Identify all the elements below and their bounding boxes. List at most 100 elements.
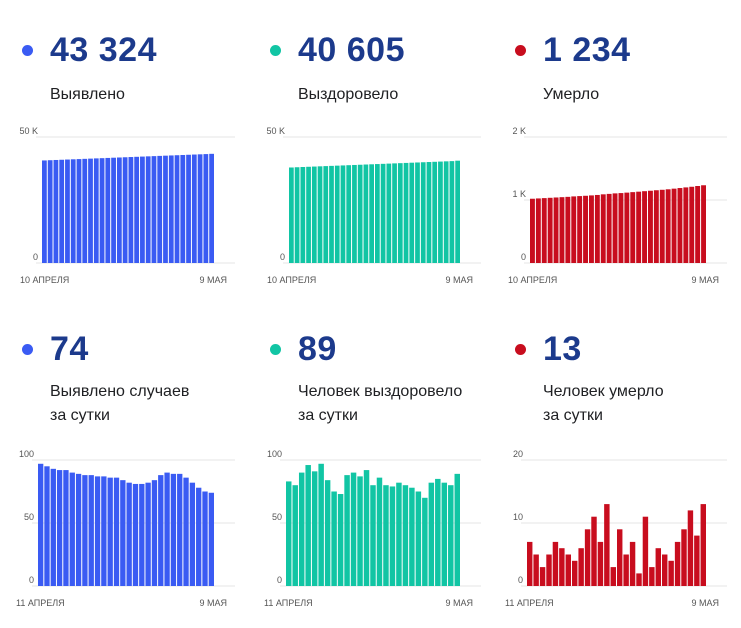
panel-recovered-daily: 89 Человек выздоровело за сутки (268, 328, 483, 628)
bar (163, 155, 168, 263)
bar (202, 491, 208, 586)
bar (134, 156, 140, 263)
bar (683, 187, 689, 263)
bar (47, 160, 53, 263)
bar (311, 471, 318, 586)
bar (363, 470, 370, 586)
blue-dot-icon (22, 45, 33, 56)
bar (636, 573, 642, 586)
bar (386, 163, 392, 263)
bar (122, 157, 128, 263)
bar (363, 164, 369, 263)
y-tick-label: 50 K (19, 126, 38, 136)
bar (636, 191, 642, 263)
bar (455, 160, 460, 263)
bar (82, 158, 88, 263)
y-tick-label: 10 (513, 512, 523, 522)
bar (392, 163, 397, 263)
bar (191, 154, 197, 263)
bar (69, 472, 75, 586)
bar (533, 554, 539, 586)
y-tick-label: 0 (280, 252, 285, 262)
teal-dot-icon (270, 344, 281, 355)
bar (594, 194, 600, 263)
bar (441, 482, 448, 586)
panel-recovered-total: 40 605 Выздоровело (268, 25, 483, 325)
bar (648, 190, 653, 263)
panel-detected-total: 43 324 Выявлено (20, 25, 235, 325)
y-tick-label: 0 (33, 252, 38, 262)
bar (324, 480, 331, 586)
bar (317, 166, 323, 263)
y-tick-label: 0 (29, 575, 34, 585)
bar (681, 529, 687, 586)
bar (357, 164, 363, 263)
bar (402, 485, 409, 586)
detected-daily-label-line1: Выявлено случаев (50, 383, 190, 400)
bar (94, 476, 101, 586)
bar (76, 159, 82, 263)
bar (331, 491, 337, 586)
bar (189, 482, 196, 586)
bar (209, 153, 214, 263)
bar (642, 516, 649, 586)
bar (99, 158, 105, 263)
bar (158, 475, 164, 586)
y-tick-label: 2 K (512, 126, 526, 136)
bar (145, 482, 151, 586)
bar (694, 535, 700, 586)
bar (559, 197, 565, 263)
bar (552, 541, 559, 586)
bar (612, 193, 618, 263)
teal-dot-icon (270, 45, 281, 56)
bar (577, 196, 583, 263)
deaths-total-label: Умерло (543, 86, 600, 103)
x-end-label: 9 МАЯ (445, 598, 473, 608)
bar (151, 156, 157, 263)
x-end-label: 9 МАЯ (691, 275, 719, 285)
bar (701, 185, 706, 263)
bar (695, 186, 701, 263)
bar (352, 164, 357, 263)
bar (546, 554, 552, 586)
x-start-label: 11 АПРЕЛЯ (264, 598, 313, 608)
bar (44, 466, 50, 586)
y-tick-label: 50 K (266, 126, 285, 136)
bar (292, 485, 298, 586)
bar (323, 166, 329, 263)
bar (541, 198, 547, 263)
bar (565, 554, 571, 586)
bar (334, 165, 340, 263)
bar (535, 198, 541, 263)
y-tick-label: 0 (521, 252, 526, 262)
bar (443, 161, 449, 263)
bar (591, 516, 597, 586)
bar (170, 473, 177, 586)
bar (183, 477, 189, 586)
detected-total-label: Выявлено (50, 86, 125, 103)
bar (289, 167, 294, 263)
bar (396, 482, 402, 586)
bar (305, 465, 311, 586)
bar (589, 195, 594, 263)
bar (435, 478, 441, 586)
detected-daily-label-line2: за сутки (50, 407, 110, 424)
bar (597, 541, 604, 586)
bar (120, 480, 126, 586)
x-start-label: 10 АПРЕЛЯ (508, 275, 557, 285)
bar (101, 476, 107, 586)
x-start-label: 11 АПРЕЛЯ (16, 598, 65, 608)
bar (618, 193, 624, 263)
bar (610, 567, 616, 586)
bar (659, 189, 665, 263)
bar (88, 158, 93, 263)
bar (56, 470, 63, 586)
bar (677, 188, 683, 263)
bar (653, 190, 659, 263)
bar (132, 483, 139, 586)
bar (311, 166, 317, 263)
recovered-total-label: Выздоровело (298, 86, 399, 103)
x-end-label: 9 МАЯ (445, 275, 473, 285)
